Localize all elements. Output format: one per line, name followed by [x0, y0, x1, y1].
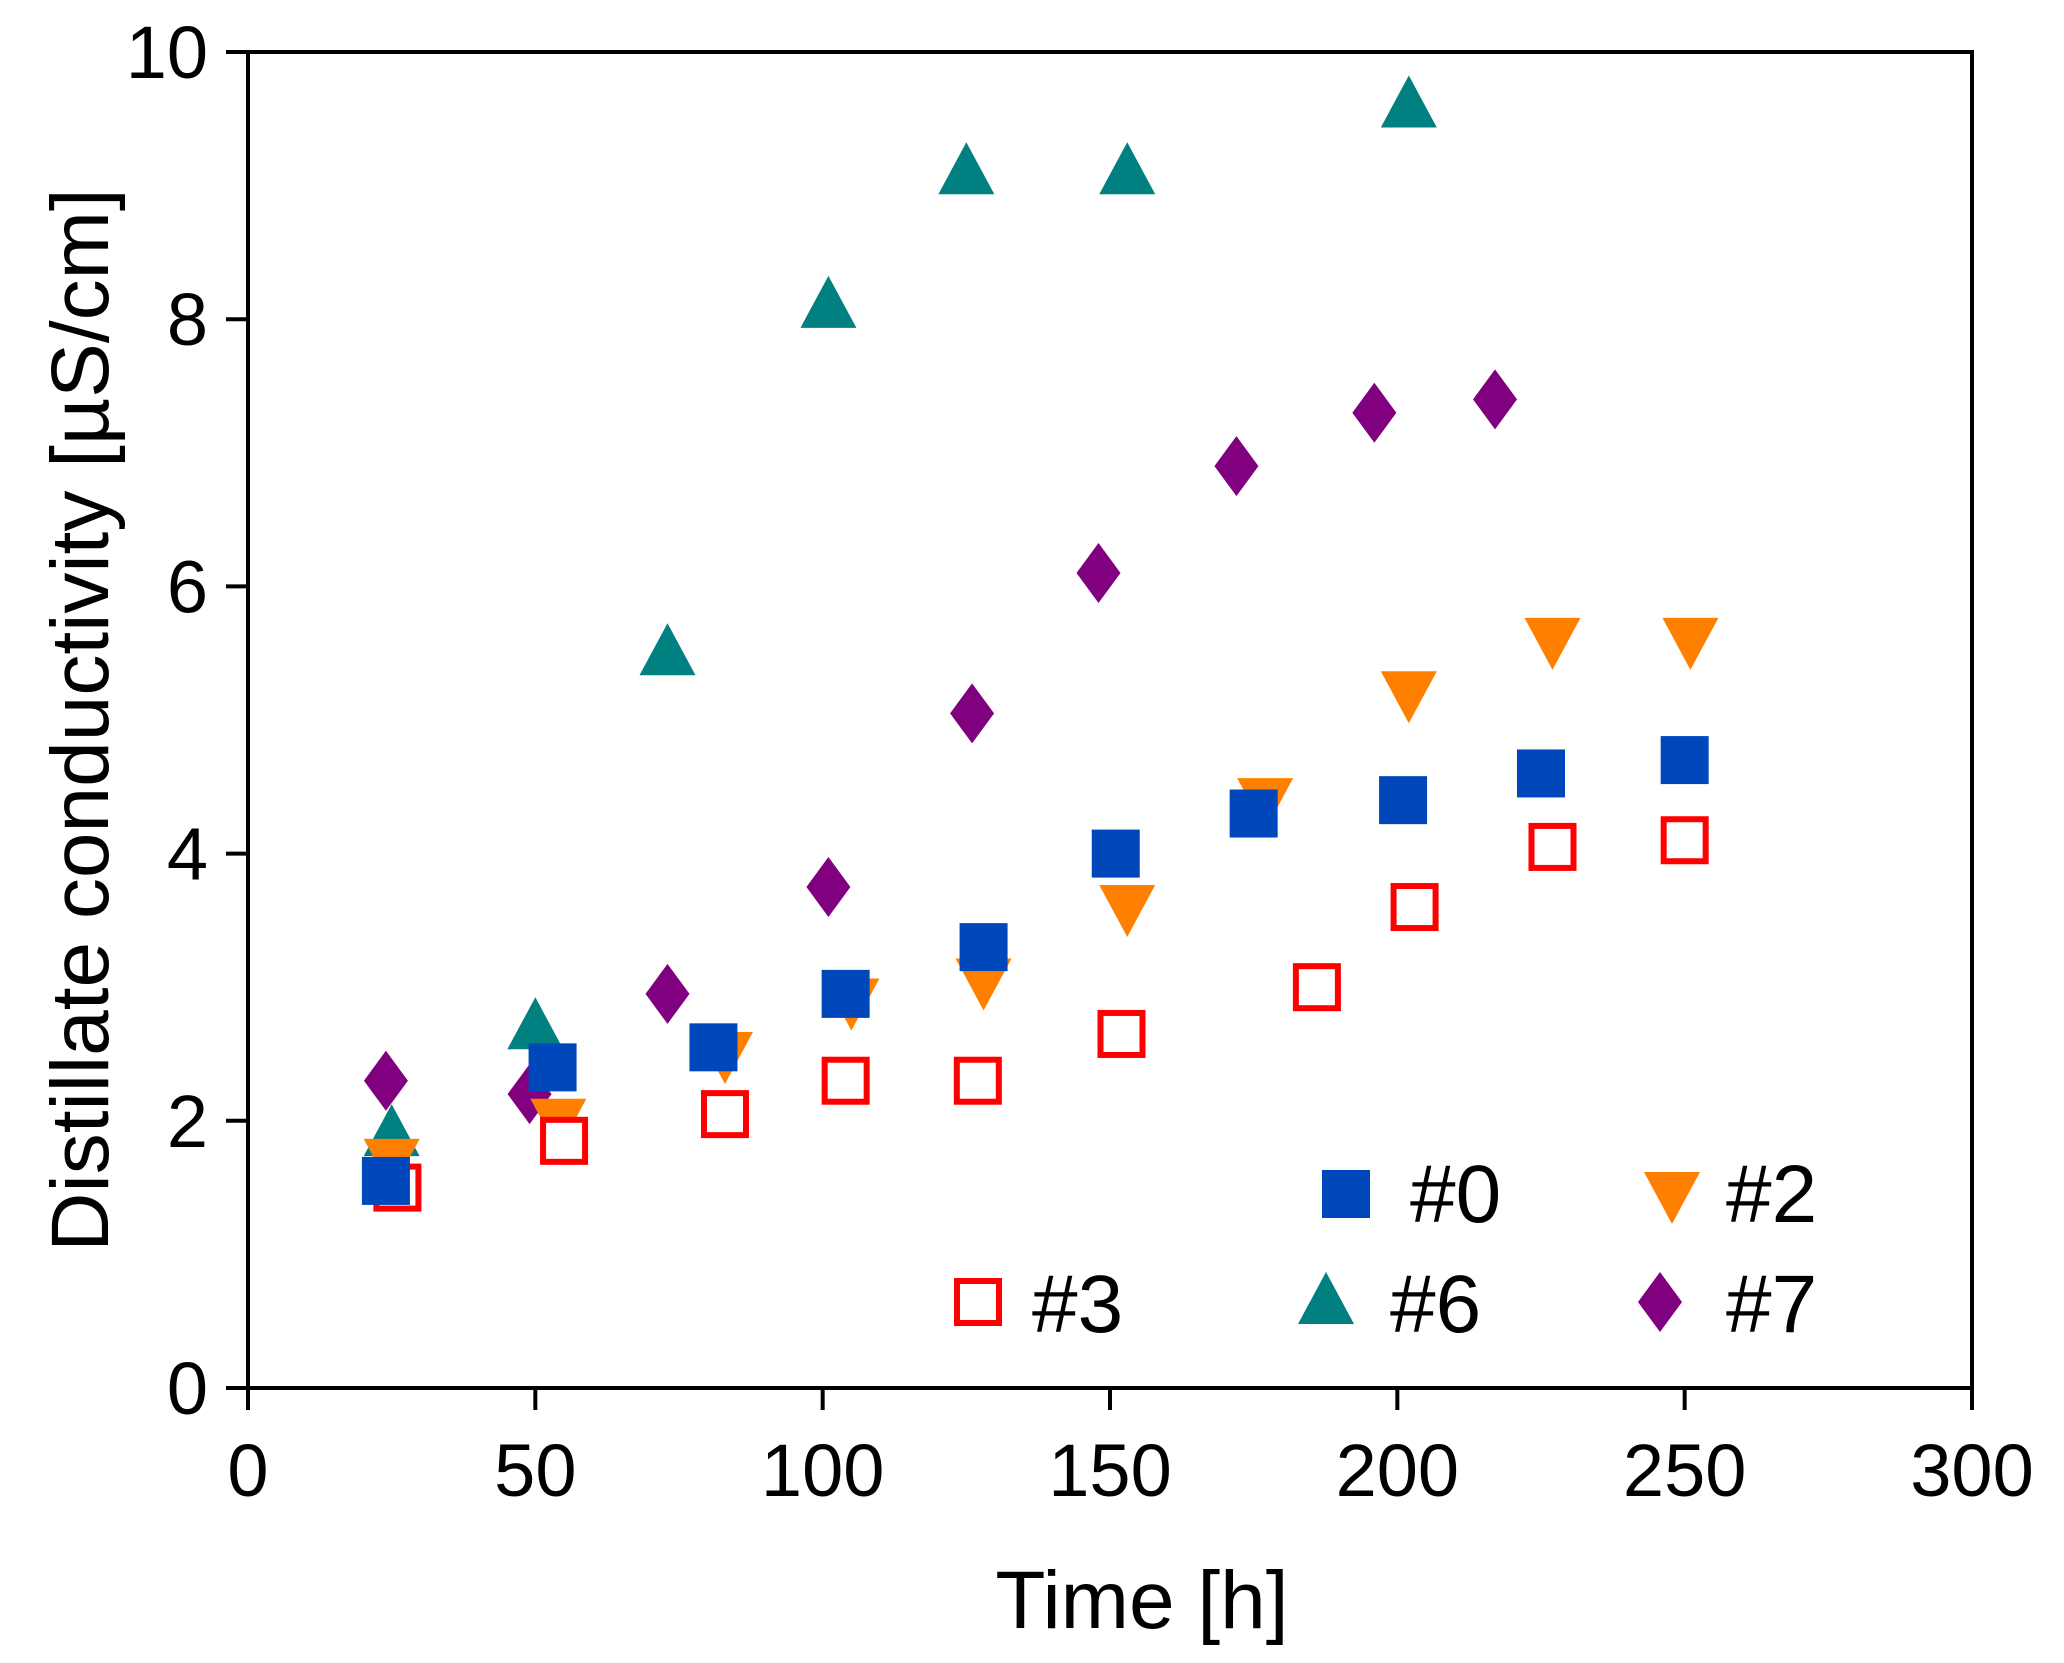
y-tick-label: 6	[167, 545, 208, 628]
data-point	[1380, 75, 1437, 128]
data-point	[821, 969, 870, 1018]
data-point	[955, 958, 1012, 1011]
series-n2	[363, 617, 1719, 1191]
data-point	[540, 1116, 589, 1165]
series-n3	[373, 816, 1709, 1212]
data-point	[1380, 671, 1437, 724]
y-axis-ticks: 0 2 4 6 8 10	[126, 11, 248, 1430]
data-point	[1660, 816, 1709, 865]
data-point	[689, 1023, 738, 1072]
data-point	[1390, 883, 1439, 932]
legend-entry: #0	[1322, 1149, 1501, 1240]
x-axis-ticks: 0 50 100 150 200 250 300	[227, 1388, 2034, 1512]
legend: #0 #2 #3 #6 #7	[954, 1149, 1817, 1350]
y-tick-label: 4	[167, 813, 208, 896]
data-point	[1379, 776, 1428, 825]
data-point	[507, 997, 564, 1050]
data-point	[363, 1050, 408, 1111]
legend-entry: #7	[1638, 1259, 1817, 1350]
x-tick-label: 300	[1910, 1429, 2033, 1512]
data-point	[1099, 885, 1156, 938]
data-point	[821, 1056, 870, 1105]
data-point	[950, 683, 995, 744]
legend-label: #0	[1410, 1149, 1501, 1240]
series-n0	[361, 736, 1709, 1205]
plot-frame	[246, 50, 1974, 1390]
legend-entry: #3	[954, 1259, 1123, 1350]
data-point	[1091, 829, 1140, 878]
data-point	[1229, 789, 1278, 838]
legend-label: #3	[1032, 1259, 1123, 1350]
legend-entry: #2	[1644, 1149, 1817, 1240]
data-point	[953, 1056, 1002, 1105]
x-tick-label: 50	[494, 1429, 576, 1512]
legend-entry: #6	[1298, 1259, 1481, 1350]
legend-marker	[1322, 1170, 1370, 1218]
legend-label: #2	[1726, 1149, 1817, 1240]
x-tick-label: 250	[1623, 1429, 1746, 1512]
data-point	[959, 923, 1008, 972]
x-tick-label: 100	[761, 1429, 884, 1512]
data-point	[1099, 142, 1156, 195]
data-point	[1528, 822, 1577, 871]
data-point	[1660, 736, 1709, 785]
y-tick-label: 2	[167, 1080, 208, 1163]
data-point	[700, 1090, 749, 1139]
data-point	[1662, 617, 1719, 670]
y-tick-label: 8	[167, 278, 208, 361]
y-axis-title: Distillate conductivity [µS/cm]	[35, 188, 126, 1251]
legend-label: #6	[1390, 1259, 1481, 1350]
legend-marker	[1298, 1272, 1354, 1324]
series-layer	[361, 75, 1719, 1212]
data-point	[1292, 963, 1341, 1012]
x-tick-label: 150	[1048, 1429, 1171, 1512]
legend-marker	[954, 1278, 1002, 1326]
data-point	[1473, 369, 1518, 430]
data-point	[645, 963, 690, 1024]
legend-marker	[1644, 1172, 1700, 1224]
x-tick-label: 0	[227, 1429, 268, 1512]
x-axis-title: Time [h]	[995, 1555, 1288, 1646]
y-tick-label: 0	[167, 1347, 208, 1430]
legend-label: #7	[1726, 1259, 1817, 1350]
data-point	[1517, 749, 1565, 798]
data-point	[806, 857, 851, 917]
data-point	[361, 1156, 410, 1205]
data-point	[639, 623, 696, 676]
data-point	[1524, 617, 1581, 670]
data-point	[1097, 1009, 1146, 1058]
data-point	[1352, 382, 1397, 443]
data-point	[800, 275, 857, 328]
data-point	[1076, 543, 1121, 604]
legend-marker	[1638, 1272, 1682, 1332]
series-n6	[363, 75, 1437, 1157]
data-point	[1214, 436, 1259, 497]
data-point	[528, 1043, 577, 1092]
data-point	[938, 142, 995, 195]
x-tick-label: 200	[1336, 1429, 1459, 1512]
y-tick-label: 10	[126, 11, 208, 94]
